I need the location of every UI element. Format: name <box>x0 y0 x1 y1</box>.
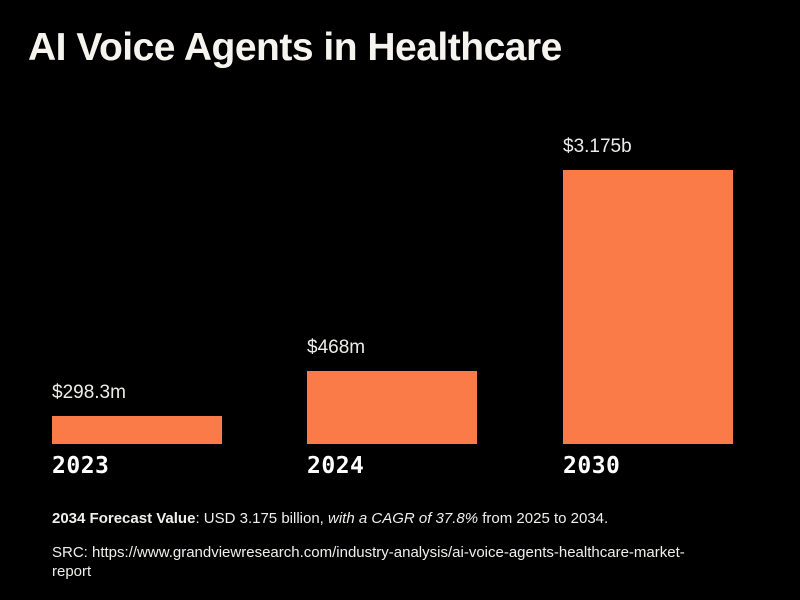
forecast-note-bold: 2034 Forecast Value <box>52 510 196 527</box>
forecast-note-end: from 2025 to 2034. <box>478 510 609 527</box>
bar-category-label: 2023 <box>52 453 110 479</box>
source-url: SRC: https://www.grandviewresearch.com/i… <box>52 544 685 580</box>
bar-2023 <box>52 416 222 444</box>
bar-chart: $298.3m 2023 $468m 2024 $3.175b 2030 <box>52 136 733 479</box>
chart-footer: 2034 Forecast Value: USD 3.175 billion, … <box>52 508 720 582</box>
forecast-note-italic: with a CAGR of 37.8% <box>328 510 479 527</box>
forecast-note-mid: : USD 3.175 billion, <box>195 510 329 527</box>
forecast-note: 2034 Forecast Value: USD 3.175 billion, … <box>52 508 720 529</box>
bar-category-label: 2024 <box>307 453 365 479</box>
bar-group: $468m 2024 <box>307 337 477 479</box>
bar-value-label: $298.3m <box>52 382 126 403</box>
bar-2024 <box>307 371 477 444</box>
page-title: AI Voice Agents in Healthcare <box>28 26 562 69</box>
bar-value-label: $3.175b <box>563 136 632 157</box>
bar-group: $3.175b 2030 <box>563 136 733 479</box>
bar-2030 <box>563 170 733 444</box>
bar-value-label: $468m <box>307 337 366 358</box>
bar-group: $298.3m 2023 <box>52 382 222 479</box>
bar-category-label: 2030 <box>563 453 621 479</box>
